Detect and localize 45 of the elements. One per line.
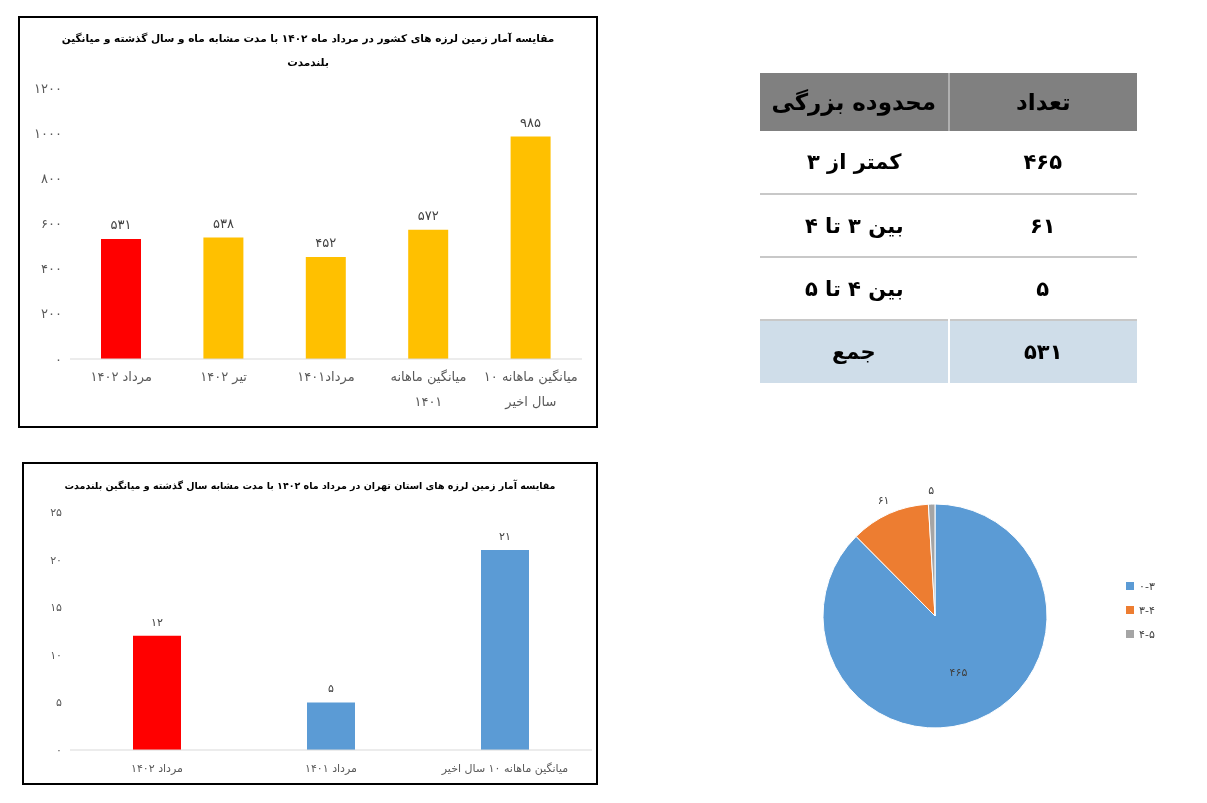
y-tick-label: ۰	[56, 743, 62, 757]
data-label: ۵	[328, 682, 335, 696]
x-tick-label: مرداد ۱۴۰۱	[305, 762, 358, 775]
x-tick-label: مرداد ۱۴۰۲	[90, 369, 152, 385]
text: ۵	[1035, 275, 1051, 303]
data-label: ۹۸۵	[520, 114, 542, 130]
y-tick-label: ۸۰۰	[41, 170, 62, 186]
y-tick-label: ۱۲۰۰	[34, 80, 62, 96]
y-tick-label: ۱۰	[50, 648, 62, 662]
x-tick-label: مرداد۱۴۰۱	[297, 369, 355, 385]
legend-label: ۴-۵	[1139, 627, 1155, 641]
data-label: ۵	[928, 483, 935, 497]
y-tick-label: ۲۵	[50, 505, 63, 519]
x-tick-label: میانگین ماهانه ۱۰ سال اخیر	[440, 762, 569, 775]
data-label: ۵۳۱	[110, 217, 132, 233]
y-tick-label: ۱۰۰۰	[34, 125, 62, 141]
chart-title: مقایسه آمار زمین لرزه های کشور در مرداد ماه ۱۴۰۲ با مدت مشابه ماه و سال گذشته و میانگین بلندمدت	[60, 31, 556, 70]
x-tick-label: مرداد ۱۴۰۲	[131, 762, 184, 775]
data-label: ۵۷۲	[417, 207, 439, 223]
y-tick-label: ۶۰۰	[41, 216, 62, 232]
y-tick-label: ۴۰۰	[41, 261, 62, 277]
y-tick-label: ۱۵	[50, 601, 63, 615]
text: کمتر از ۳	[805, 149, 903, 176]
text: بین ۳ تا ۴	[803, 212, 905, 240]
text: ۶۱	[1028, 212, 1057, 240]
data-label: ۴۵۲	[315, 234, 337, 250]
y-tick-label: ۲۰۰	[41, 306, 62, 322]
y-tick-label: ۰	[55, 351, 62, 367]
legend-label: ۳-۴	[1139, 603, 1155, 617]
legend-label: ۰-۳	[1139, 579, 1155, 593]
text: ۴۶۵	[1022, 149, 1063, 176]
text: ۵۳۱	[948, 320, 1137, 383]
data-label: ۱۲	[151, 615, 163, 629]
x-tick-label: میانگین ماهانه ۱۰ سال اخیر	[483, 369, 578, 410]
y-tick-label: ۵	[56, 696, 63, 710]
chart-title: مقایسه آمار زمین لرزه های استان تهران در مرداد ماه ۱۴۰۲ با مدت مشابه سال گذشته و میانگین بلندمدت	[63, 478, 557, 494]
data-label: ۶۱	[877, 494, 890, 508]
data-label: ۴۶۵	[949, 666, 968, 680]
x-tick-label: میانگین ماهانه ۱۴۰۱	[390, 369, 467, 409]
data-label: ۲۱	[499, 530, 511, 544]
data-label: ۵۳۸	[212, 215, 234, 231]
text: بین ۴ تا ۵	[803, 275, 905, 303]
x-tick-label: تیر ۱۴۰۲	[200, 369, 248, 385]
text: تعداد	[948, 73, 1137, 131]
y-tick-label: ۲۰	[50, 553, 62, 567]
